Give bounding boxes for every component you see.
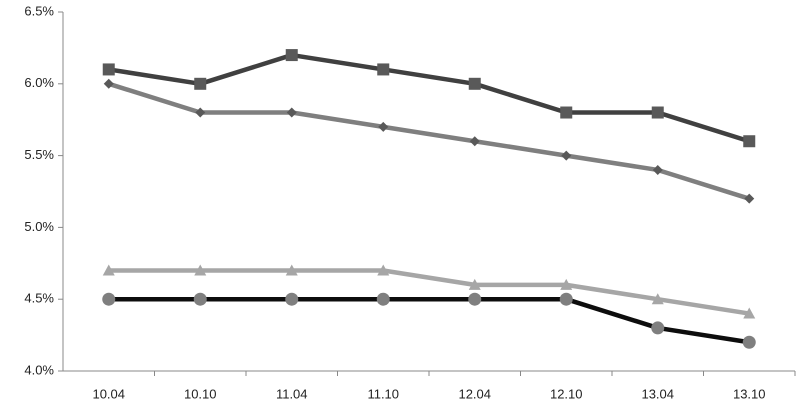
marker	[469, 136, 480, 147]
marker	[744, 193, 755, 204]
x-tick-label: 11.04	[276, 386, 308, 401]
marker	[468, 292, 482, 306]
marker	[102, 292, 116, 306]
marker	[285, 292, 299, 306]
x-tick-label: 12.10	[550, 386, 583, 401]
y-tick-label: 4.5%	[24, 291, 54, 306]
marker	[651, 293, 664, 305]
x-tick-label: 10.04	[92, 386, 125, 401]
y-tick-label: 5.0%	[24, 219, 54, 234]
marker	[651, 106, 664, 119]
x-tick-label: 10.10	[184, 386, 217, 401]
marker	[195, 107, 206, 118]
x-tick-label: 12.04	[458, 386, 491, 401]
x-tick-label: 11.10	[367, 386, 399, 401]
marker	[743, 135, 756, 148]
y-tick-label: 6.0%	[24, 75, 54, 90]
y-tick-label: 4.0%	[24, 362, 54, 377]
series-line	[108, 296, 750, 345]
marker	[102, 264, 115, 276]
marker	[193, 292, 207, 306]
marker	[102, 63, 115, 76]
marker	[285, 49, 298, 62]
series-line	[108, 52, 750, 144]
series-line	[108, 268, 750, 316]
y-tick-label: 6.5%	[24, 3, 54, 18]
marker	[560, 106, 573, 119]
x-tick-label: 13.04	[641, 386, 674, 401]
marker	[194, 77, 207, 90]
marker	[559, 292, 573, 306]
marker	[377, 63, 390, 76]
marker	[285, 264, 298, 276]
x-tick-label: 13.10	[733, 386, 766, 401]
marker	[651, 321, 665, 335]
marker	[652, 164, 663, 175]
marker	[376, 292, 390, 306]
marker	[286, 107, 297, 118]
marker	[194, 264, 207, 276]
marker	[561, 150, 572, 161]
marker	[743, 307, 756, 319]
marker	[560, 278, 573, 290]
marker	[378, 121, 389, 132]
marker	[468, 278, 481, 290]
marker	[103, 78, 114, 89]
marker	[468, 77, 481, 90]
marker	[742, 335, 756, 349]
series-line	[108, 81, 750, 201]
marker	[377, 264, 390, 276]
y-tick-label: 5.5%	[24, 147, 54, 162]
